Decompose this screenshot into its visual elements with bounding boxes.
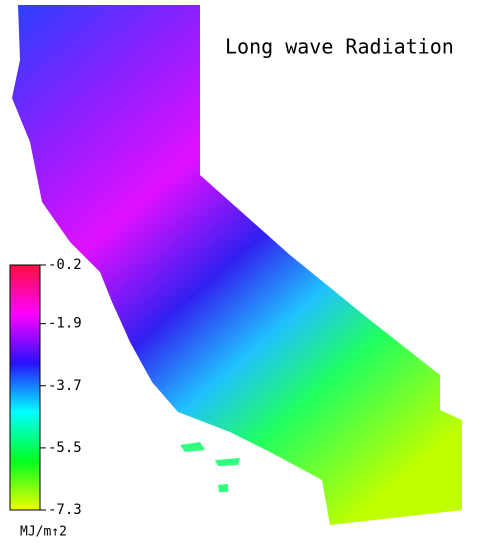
- colorbar-tick-label: -1.9: [48, 316, 82, 332]
- colorbar-tick-label: -5.5: [48, 440, 82, 456]
- island: [180, 442, 240, 492]
- colorbar-tick-label: -0.2: [48, 257, 82, 273]
- colorbar-unit: MJ/m↑2: [20, 525, 67, 540]
- colorbar-tick-label: -3.7: [48, 378, 82, 394]
- california-shape: [12, 5, 462, 525]
- colorbar: [9, 264, 41, 511]
- colorbar-tick-label: -7.3: [48, 502, 82, 518]
- map-title: Long wave Radiation: [225, 35, 454, 59]
